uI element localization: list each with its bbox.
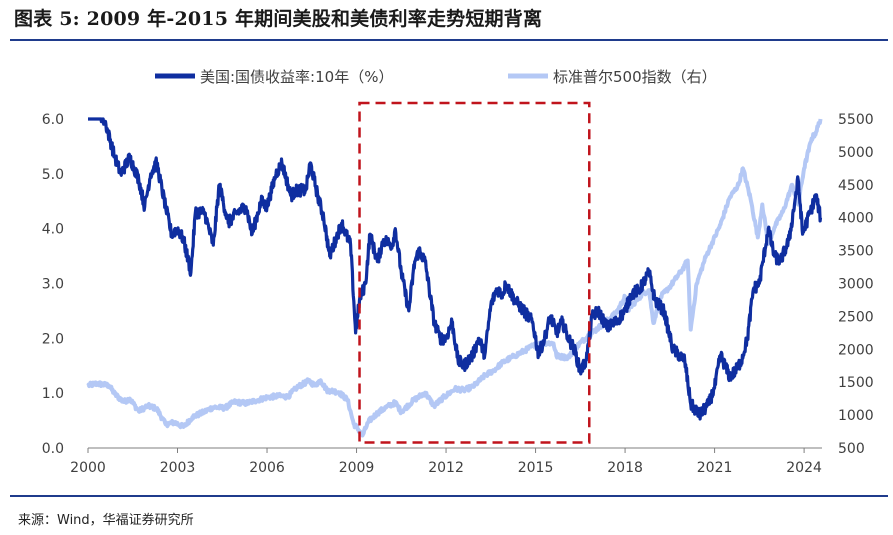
y-right-tick-label: 500 (838, 441, 865, 457)
y-right-tick-label: 3000 (838, 277, 874, 293)
y-left-tick-label: 2.0 (42, 331, 64, 347)
highlight-box-2009-2016 (358, 101, 591, 444)
y-right-tick-label: 3500 (838, 244, 874, 260)
footer-divider (10, 495, 888, 497)
y-left-tick-label: 4.0 (42, 222, 64, 238)
legend: 美国:国债收益率:10年（%） 标准普尔500指数（右） (155, 68, 717, 86)
y-left-tick-label: 5.0 (42, 167, 64, 183)
y-left-tick-label: 3.0 (42, 277, 64, 293)
y-right-tick-label: 5500 (838, 112, 874, 128)
x-tick-label: 2024 (786, 460, 822, 476)
line-sp500 (86, 118, 823, 438)
y-right-tick-label: 5000 (838, 145, 874, 161)
x-tick-label: 2000 (70, 460, 106, 476)
y-left-tick-label: 1.0 (42, 386, 64, 402)
x-tick-label: 2006 (249, 460, 285, 476)
y-right-tick-label: 1500 (838, 375, 874, 391)
x-tick-label: 2009 (339, 460, 375, 476)
line-treasury-yield (86, 117, 823, 421)
y-right-tick-label: 2500 (838, 309, 874, 325)
title-divider (10, 39, 888, 41)
x-tick-label: 2015 (518, 460, 554, 476)
y-right-tick-label: 2000 (838, 342, 874, 358)
legend-label-treasury-yield: 美国:国债收益率:10年（%） (200, 68, 393, 86)
source-note: 来源：Wind，华福证券研究所 (18, 513, 194, 528)
chart-title: 图表 5: 2009 年-2015 年期间美股和美债利率走势短期背离 (14, 8, 543, 30)
x-tick-label: 2003 (160, 460, 196, 476)
chart-canvas: 美国:国债收益率:10年（%） 标准普尔500指数（右） 2000 2003 200… (42, 68, 874, 476)
x-tick-label: 2018 (607, 460, 643, 476)
x-tick-label: 2012 (428, 460, 464, 476)
legend-label-sp500: 标准普尔500指数（右） (553, 68, 717, 86)
y-right-tick-label: 1000 (838, 408, 874, 424)
y-left-tick-label: 6.0 (42, 112, 64, 128)
y-right-tick-label: 4500 (838, 178, 874, 194)
y-right-tick-label: 4000 (838, 211, 874, 227)
y-left-tick-label: 0.0 (42, 441, 64, 457)
x-tick-label: 2021 (697, 460, 733, 476)
